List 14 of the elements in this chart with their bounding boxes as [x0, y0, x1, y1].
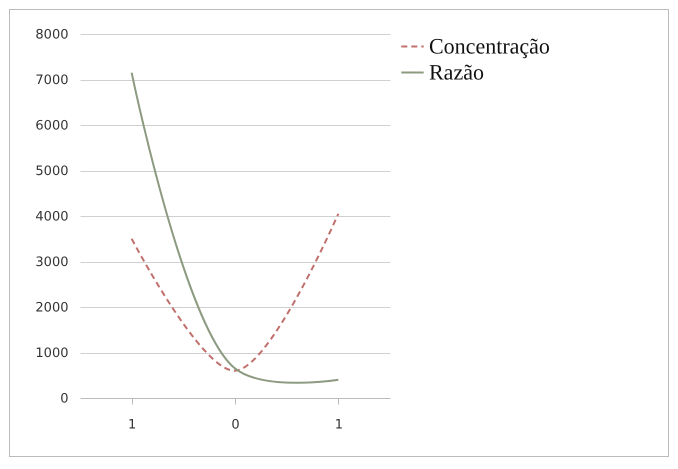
legend-label: Concentração — [429, 34, 550, 58]
y-tick-label: 4000 — [35, 210, 68, 224]
legend-label: Razão — [429, 60, 484, 84]
y-tick-label: 5000 — [35, 164, 68, 179]
y-tick-label: 6000 — [35, 118, 68, 134]
x-tick-label: 1 — [334, 418, 343, 432]
x-tick-label: 1 — [128, 418, 136, 432]
y-tick-label: 1000 — [35, 346, 68, 361]
y-tick-label: 7000 — [35, 73, 68, 88]
y-tick-label: 0 — [60, 392, 68, 406]
y-tick-label: 3000 — [35, 255, 68, 270]
y-tick-label: 8000 — [35, 28, 68, 42]
x-tick-label: 0 — [231, 418, 240, 432]
y-tick-label: 2000 — [35, 300, 68, 316]
